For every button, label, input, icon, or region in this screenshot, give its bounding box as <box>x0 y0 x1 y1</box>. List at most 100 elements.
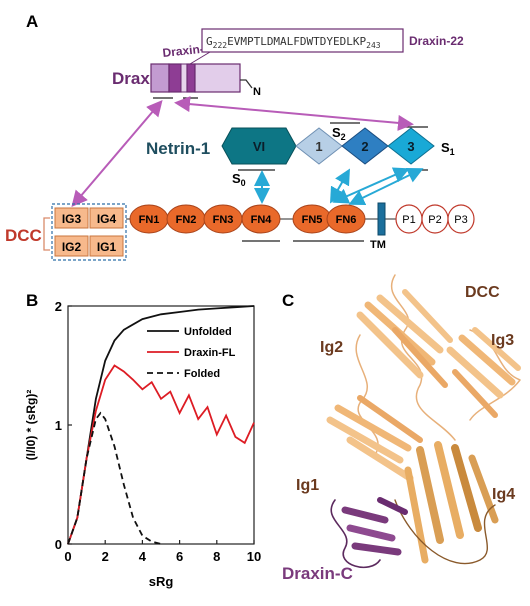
dcc-loop-1 <box>390 274 456 441</box>
x-tick-label: 8 <box>213 549 220 564</box>
ig4-strand-2 <box>434 441 464 539</box>
ig4-structure-label: Ig4 <box>492 486 515 503</box>
x-tick-label: 2 <box>102 549 109 564</box>
ig2-strand-1 <box>356 311 424 379</box>
p3-domain <box>447 204 475 234</box>
series-group <box>67 305 255 545</box>
draxin-strand-1 <box>341 506 389 524</box>
ig3-strand-1 <box>446 346 504 399</box>
ig1-strand-2 <box>334 404 412 452</box>
ig1-strand-4 <box>357 395 423 443</box>
fn1-label: FN1 <box>139 214 160 226</box>
draxin-loop <box>330 499 381 569</box>
panel-a-label: A <box>26 12 38 31</box>
fn6-domain <box>326 204 366 234</box>
ig4-strand-1 <box>416 446 444 544</box>
ig2-label: IG2 <box>62 240 82 254</box>
ig3-domain <box>54 207 89 229</box>
tm-segment <box>377 202 386 236</box>
panel-c-label: C <box>282 291 294 310</box>
arrow-draxin-netrin <box>174 96 414 131</box>
ig3-strand-4 <box>452 369 498 418</box>
draxin-n-terminus: N <box>253 86 261 98</box>
ig3-strand-3 <box>472 327 521 371</box>
ig1-strand-3 <box>346 436 414 482</box>
ig4-label: IG4 <box>97 212 117 226</box>
ig2-domain <box>54 235 89 257</box>
x-ticks: 0 2 4 6 8 10 <box>64 540 261 564</box>
sequence-box <box>201 28 404 53</box>
sequence-text: G222EVMPTLDMALFDWTDYEDLKP243 <box>206 35 381 50</box>
x-tick-label: 0 <box>64 549 71 564</box>
y-tick-label: 0 <box>55 537 62 552</box>
ig-group-box <box>51 203 127 261</box>
fn5-label: FN5 <box>302 214 323 226</box>
draxin-c-structure-label: Draxin-C <box>282 564 353 583</box>
ig2-strand-3 <box>376 294 444 354</box>
draxin-strand-2 <box>346 524 396 542</box>
ig1-label: IG1 <box>97 240 117 254</box>
ig1-strand-1 <box>326 416 404 464</box>
netrin-domain-3 <box>387 127 435 165</box>
ig4-loop <box>394 499 496 565</box>
ig4-strand-4 <box>404 466 429 564</box>
draxin-gap <box>180 63 188 93</box>
ig4-domain <box>89 207 124 229</box>
netrin-domain-3-label: 3 <box>407 139 414 154</box>
site-s2: S2 <box>332 125 346 142</box>
legend-label-3: Folded <box>184 368 220 380</box>
site-s0: S0 <box>232 171 246 188</box>
ig3-label: IG3 <box>62 212 82 226</box>
legend-label-1: Unfolded <box>184 326 232 338</box>
ig4-strand-3 <box>451 444 482 532</box>
ig4-strand-5 <box>468 454 499 524</box>
draxin-strand-4 <box>377 497 408 515</box>
p2-label: P2 <box>428 214 441 226</box>
netrin-domain-2-label: 2 <box>361 139 368 154</box>
ig3-structure-label: Ig3 <box>491 332 514 349</box>
ig3-strand-2 <box>458 334 516 386</box>
draxin-tail <box>240 79 253 89</box>
fn-domains: FN1 FN2 FN3 FN4 FN5 FN6 <box>129 204 366 234</box>
saxs-kratky-chart: 0 1 2 0 2 4 6 8 10 sRg (I/I0) * (sRg)² Unfolded… <box>24 299 261 589</box>
arrow-draxin-dcc <box>71 99 163 208</box>
x-axis-label: sRg <box>149 574 174 589</box>
draxin-c-segment <box>168 63 182 93</box>
ig2-strand-4 <box>392 327 448 388</box>
y-tick-label: 1 <box>55 418 62 433</box>
dcc-structure-label: DCC <box>465 284 500 301</box>
panel-b-label: B <box>26 291 38 310</box>
p3-label: P3 <box>454 214 467 226</box>
netrin-domain-vi-label: VI <box>253 139 265 154</box>
y-tick-label: 2 <box>55 299 62 314</box>
site-s1: S1 <box>441 140 455 157</box>
arrow-s1-fn6 <box>348 168 424 205</box>
x-tick-label: 10 <box>247 549 261 564</box>
draxin-22-segment <box>186 63 196 93</box>
draxin-body <box>194 63 241 93</box>
dcc-structure <box>326 274 521 565</box>
fn6-label: FN6 <box>336 214 357 226</box>
draxin-22-label: Draxin-22 <box>409 34 464 48</box>
series-line-2 <box>67 364 255 545</box>
netrin-label: Netrin-1 <box>146 139 210 158</box>
draxin-c-label: Draxin-C <box>162 41 214 60</box>
legend-label-2: Draxin-FL <box>184 347 236 359</box>
ig1-domain <box>89 235 124 257</box>
fn4-domain <box>241 204 281 234</box>
fn2-label: FN2 <box>176 214 197 226</box>
draxin-strand-3 <box>351 542 402 556</box>
x-tick-label: 4 <box>139 549 147 564</box>
fn4-label: FN4 <box>251 214 273 226</box>
p1-label: P1 <box>402 214 415 226</box>
ig2-structure-label: Ig2 <box>320 339 343 356</box>
dcc-label: DCC <box>5 226 42 245</box>
sequence-pointer <box>189 51 211 65</box>
ig2-strand-5 <box>402 289 453 343</box>
tm-label: TM <box>370 239 386 251</box>
draxin-n-segment <box>150 63 170 93</box>
legend: Unfolded Draxin-FL Folded <box>147 326 236 380</box>
plot-frame <box>67 305 255 545</box>
ig-bracket <box>43 217 50 251</box>
